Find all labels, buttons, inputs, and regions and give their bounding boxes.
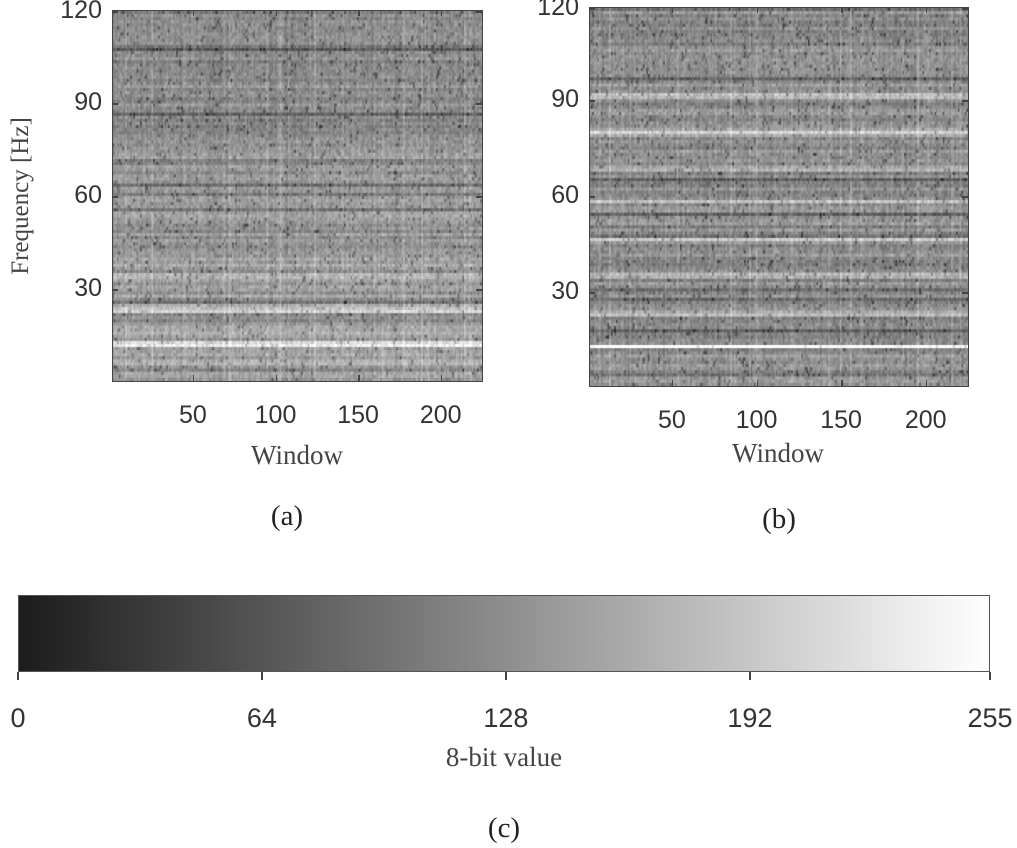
x-tick-mark	[841, 7, 843, 13]
y-tick-label: 60	[551, 181, 579, 209]
x-tick-mark	[841, 380, 843, 386]
x-tick-mark	[275, 10, 278, 16]
colorbar-tick-label: 64	[246, 703, 277, 733]
x-tick-mark	[756, 7, 758, 13]
x-axis-label-a: Window	[251, 440, 343, 470]
heatmap-b-canvas	[589, 8, 968, 386]
y-tick-mark	[962, 292, 968, 294]
y-tick-mark	[476, 196, 482, 198]
x-tick-mark	[275, 375, 278, 381]
y-tick-mark	[112, 289, 118, 291]
panel-label-a: (a)	[270, 500, 304, 532]
heatmap-a-canvas	[112, 11, 482, 381]
x-tick-label: 150	[820, 406, 862, 434]
y-tick-mark	[476, 11, 482, 13]
x-tick-mark	[192, 375, 195, 381]
colorbar-tick-label: 255	[967, 703, 1013, 733]
colorbar-tick-label: 192	[727, 703, 773, 733]
x-tick-mark	[358, 10, 360, 16]
x-tick-label: 100	[254, 401, 297, 429]
y-tick-label: 90	[551, 85, 579, 113]
x-tick-mark	[925, 380, 928, 386]
x-tick-label: 150	[337, 401, 379, 429]
x-tick-mark	[440, 10, 443, 16]
y-tick-label: 90	[74, 88, 102, 116]
colorbar-tick-mark	[989, 672, 991, 680]
x-tick-label: 100	[735, 406, 778, 434]
y-tick-mark	[476, 289, 482, 291]
x-tick-mark	[358, 375, 360, 381]
panel-label-c: (c)	[487, 812, 521, 844]
heatmap-b-frame	[589, 7, 969, 387]
x-axis-label-b: Window	[732, 438, 824, 468]
colorbar-tick-label: 128	[483, 703, 529, 733]
x-tick-label: 50	[658, 406, 686, 434]
panel-label-b: (b)	[762, 503, 796, 535]
colorbar-tick-mark	[17, 672, 19, 680]
x-tick-label: 200	[904, 406, 947, 434]
y-tick-label: 30	[551, 277, 579, 305]
y-axis-label-a: Frequency [Hz]	[7, 117, 34, 275]
y-tick-mark	[589, 8, 595, 10]
x-tick-label: 200	[419, 401, 462, 429]
x-tick-label: 50	[179, 401, 207, 429]
y-tick-label: 120	[537, 0, 579, 21]
x-tick-mark	[440, 375, 443, 381]
y-tick-mark	[962, 8, 968, 10]
y-tick-label: 30	[74, 274, 102, 302]
y-tick-mark	[589, 100, 595, 102]
y-tick-label: 120	[60, 0, 102, 24]
y-tick-mark	[962, 100, 968, 102]
colorbar-gradient	[18, 595, 990, 672]
colorbar-tick-mark	[749, 672, 751, 680]
y-tick-label: 60	[74, 181, 102, 209]
x-tick-mark	[192, 10, 195, 16]
y-tick-mark	[112, 196, 118, 198]
y-tick-mark	[112, 103, 118, 105]
x-tick-mark	[925, 7, 928, 13]
x-tick-mark	[671, 7, 674, 13]
y-tick-mark	[476, 103, 482, 105]
colorbar-tick-mark	[261, 672, 263, 680]
x-tick-mark	[756, 380, 758, 386]
y-tick-mark	[589, 292, 595, 294]
y-tick-mark	[962, 196, 968, 198]
colorbar-tick-mark	[505, 672, 507, 680]
y-tick-mark	[112, 11, 118, 13]
heatmap-a-frame	[112, 10, 483, 382]
x-tick-mark	[671, 380, 674, 386]
colorbar-tick-label: 0	[10, 703, 26, 733]
colorbar-label: 8-bit value	[445, 742, 563, 772]
y-tick-mark	[589, 196, 595, 198]
